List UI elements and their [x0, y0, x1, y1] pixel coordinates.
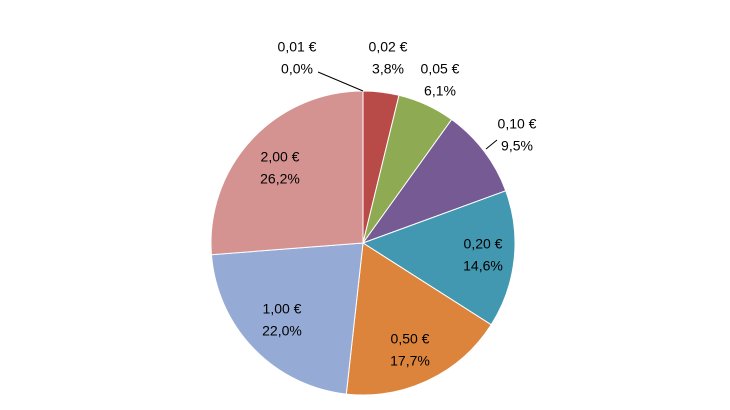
- slice-value-label: 6,1%: [424, 83, 456, 99]
- pie-slice: [361, 118, 507, 245]
- slice-category-label: 0,01 €: [278, 39, 317, 55]
- slice-category-label: 0,10 €: [498, 116, 537, 132]
- slice-category-label: 2,00 €: [261, 149, 300, 165]
- slice-value-label: 17,7%: [390, 353, 430, 369]
- slice-value-label: 22,0%: [262, 323, 302, 339]
- pie-slice: [210, 242, 364, 395]
- pie-slice: [210, 90, 364, 256]
- slice-value-label: 9,5%: [501, 138, 533, 154]
- slice-category-label: 1,00 €: [263, 301, 302, 317]
- slice-category-label: 0,05 €: [421, 61, 460, 77]
- slice-category-label: 0,20 €: [464, 236, 503, 252]
- slice-value-label: 26,2%: [260, 171, 300, 187]
- pie-slice: [361, 190, 516, 326]
- slice-category-label: 0,50 €: [391, 331, 430, 347]
- slice-value-label: 0,0%: [281, 61, 313, 77]
- slice-value-label: 3,8%: [372, 61, 404, 77]
- slice-category-label: 0,02 €: [369, 39, 408, 55]
- slice-value-label: 14,6%: [463, 258, 503, 274]
- leader-line: [485, 139, 498, 150]
- pie-slice: [345, 242, 492, 396]
- leader-line: [317, 71, 364, 92]
